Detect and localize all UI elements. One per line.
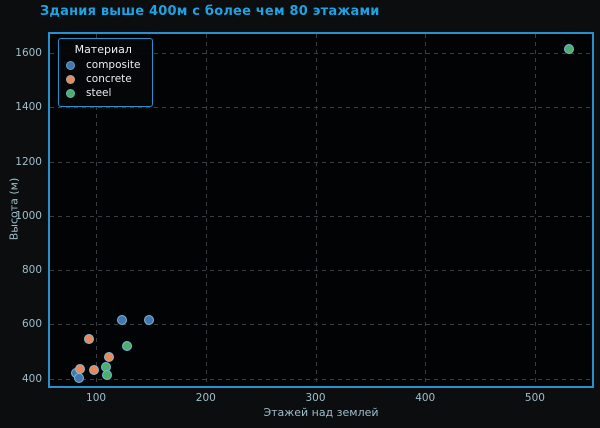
x-tick-label: 300: [305, 392, 326, 404]
scatter-point-concrete: [88, 364, 99, 375]
y-tick-label: 600: [21, 318, 42, 331]
x-tick-label: 400: [415, 392, 436, 404]
y-tick-label: 1600: [15, 46, 42, 59]
legend-swatch-icon: [66, 60, 75, 70]
y-tick-label: 400: [21, 372, 42, 385]
y-gridline: [50, 107, 592, 109]
legend-item-label: concrete: [86, 73, 132, 85]
y-tick-label: 1400: [15, 101, 42, 114]
y-tick-label: 1000: [15, 209, 42, 222]
y-tick-label: 1200: [15, 155, 42, 168]
legend: Материал composite concrete steel: [58, 38, 154, 107]
scatter-point-composite: [117, 315, 128, 326]
y-gridline: [50, 161, 592, 163]
plot-area: Материал composite concrete steel: [48, 32, 594, 388]
y-gridline: [50, 215, 592, 217]
x-gridline: [534, 34, 536, 386]
legend-title: Материал: [74, 43, 132, 56]
legend-item: steel: [66, 86, 140, 100]
scatter-point-concrete: [84, 334, 95, 345]
legend-item-label: steel: [86, 87, 112, 99]
legend-swatch-icon: [66, 74, 75, 84]
x-gridline: [315, 34, 317, 386]
legend-items: composite concrete steel: [66, 58, 140, 100]
y-gridline: [50, 324, 592, 326]
y-tick-label: 800: [21, 264, 42, 277]
y-axis-label: Высота (м): [7, 177, 21, 241]
legend-item: concrete: [66, 72, 140, 86]
y-gridline: [50, 378, 592, 380]
scatter-point-composite: [143, 315, 154, 326]
x-tick-label: 200: [195, 392, 216, 404]
chart-title: Здания выше 400м с более чем 80 этажами: [40, 4, 380, 19]
legend-item: composite: [66, 58, 140, 72]
x-axis-label: Этажей над землей: [263, 406, 379, 419]
x-tick-label: 500: [524, 392, 545, 404]
scatter-point-concrete: [74, 364, 85, 375]
y-gridline: [50, 270, 592, 272]
x-tick-label: 100: [86, 392, 107, 404]
scatter-point-steel: [121, 340, 132, 351]
x-gridline: [425, 34, 427, 386]
legend-swatch-icon: [66, 88, 75, 98]
scatter-point-concrete: [104, 351, 115, 362]
scatter-point-steel: [563, 43, 574, 54]
legend-item-label: composite: [86, 59, 141, 71]
scatter-point-steel: [102, 370, 113, 381]
x-gridline: [205, 34, 207, 386]
